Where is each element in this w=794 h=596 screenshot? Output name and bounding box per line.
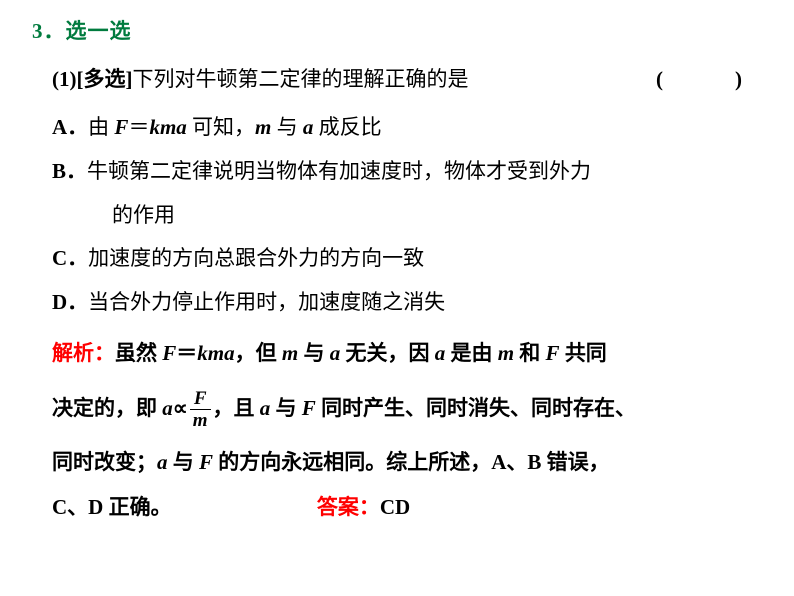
var-F: F	[199, 450, 213, 474]
txt: 决定的，即	[52, 396, 162, 420]
option-a: A．由 F＝kma 可知，m 与 a 成反比	[52, 108, 762, 148]
txt: 无关，因	[340, 341, 435, 365]
txt: 的方向永远相同。综上所述，A、B 错误，	[213, 450, 610, 474]
var-m: m	[160, 115, 176, 139]
option-b: B．牛顿第二定律说明当物体有加速度时，物体才受到外力	[52, 152, 762, 192]
var-a: a	[157, 450, 168, 474]
explanation-line2: 决定的，即 a∝Fm，且 a 与 F 同时产生、同时消失、同时存在、	[52, 384, 762, 432]
opt-b-label: B．	[52, 159, 87, 183]
txt: 牛顿第二定律说明当物体有加速度时，物体才受到外力	[87, 159, 591, 183]
txt: 与	[298, 341, 330, 365]
var-a: a	[330, 341, 341, 365]
var-m: m	[208, 341, 224, 365]
var-a: a	[260, 396, 271, 420]
txt: 同时产生、同时消失、同时存在、	[316, 396, 636, 420]
var-F: F	[162, 341, 176, 365]
txt: 由	[88, 115, 114, 139]
txt: ，且	[213, 396, 260, 420]
fraction: Fm	[190, 389, 211, 430]
stem-prefix: (1)[多选]	[52, 67, 132, 91]
stem-text: 下列对牛顿第二定律的理解正确的是	[132, 67, 468, 91]
frac-den: m	[190, 410, 211, 430]
txt: 与	[271, 115, 303, 139]
explanation-line3: 同时改变；a 与 F 的方向永远相同。综上所述，A、B 错误，	[52, 438, 762, 486]
heading-num: 3	[32, 19, 44, 43]
txt: 共同	[560, 341, 607, 365]
var-F: F	[546, 341, 560, 365]
option-c: C．加速度的方向总跟合外力的方向一致	[52, 239, 762, 279]
txt: 与	[168, 450, 200, 474]
answer-paren: ( )	[656, 60, 752, 100]
frac-num: F	[190, 389, 211, 410]
option-b-cont: 的作用	[112, 196, 762, 236]
var-F: F	[114, 115, 128, 139]
var-a: a	[224, 341, 235, 365]
var-a: a	[176, 115, 187, 139]
var-k: k	[149, 115, 160, 139]
answer-label: 答案：	[317, 495, 380, 519]
opt-a-label: A．	[52, 115, 88, 139]
txt: 的作用	[112, 203, 175, 227]
heading-text: ．选一选	[44, 19, 132, 43]
section-heading: 3．选一选	[32, 12, 762, 52]
eq: ＝	[128, 115, 149, 139]
propto: ∝	[173, 396, 188, 420]
txt: 与	[270, 396, 302, 420]
explain-label: 解析：	[52, 341, 115, 365]
var-a: a	[435, 341, 446, 365]
txt: ，但	[235, 341, 282, 365]
txt: 虽然	[115, 341, 162, 365]
txt: 加速度的方向总跟合外力的方向一致	[88, 246, 424, 270]
txt: 可知，	[187, 115, 255, 139]
var-m: m	[282, 341, 298, 365]
opt-c-label: C．	[52, 246, 88, 270]
explanation: 解析：虽然 F＝kma，但 m 与 a 无关，因 a 是由 m 和 F 共同	[52, 329, 762, 377]
var-F: F	[302, 396, 316, 420]
txt: 成反比	[313, 115, 381, 139]
txt: 是由	[445, 341, 498, 365]
txt: C、D 正确。	[52, 495, 172, 519]
txt: 同时改变；	[52, 450, 157, 474]
var-a: a	[162, 396, 173, 420]
eq: ＝	[176, 341, 197, 365]
var-m: m	[498, 341, 514, 365]
opt-d-label: D．	[52, 290, 88, 314]
txt: 当合外力停止作用时，加速度随之消失	[88, 290, 445, 314]
var-a: a	[303, 115, 314, 139]
txt: 和	[514, 341, 546, 365]
explanation-line4: C、D 正确。 答案：CD	[52, 488, 762, 528]
var-k: k	[197, 341, 208, 365]
option-d: D．当合外力停止作用时，加速度随之消失	[52, 283, 762, 323]
answer-text: CD	[380, 495, 410, 519]
question-stem: (1)[多选]下列对牛顿第二定律的理解正确的是 ( )	[52, 60, 762, 100]
var-m: m	[255, 115, 271, 139]
